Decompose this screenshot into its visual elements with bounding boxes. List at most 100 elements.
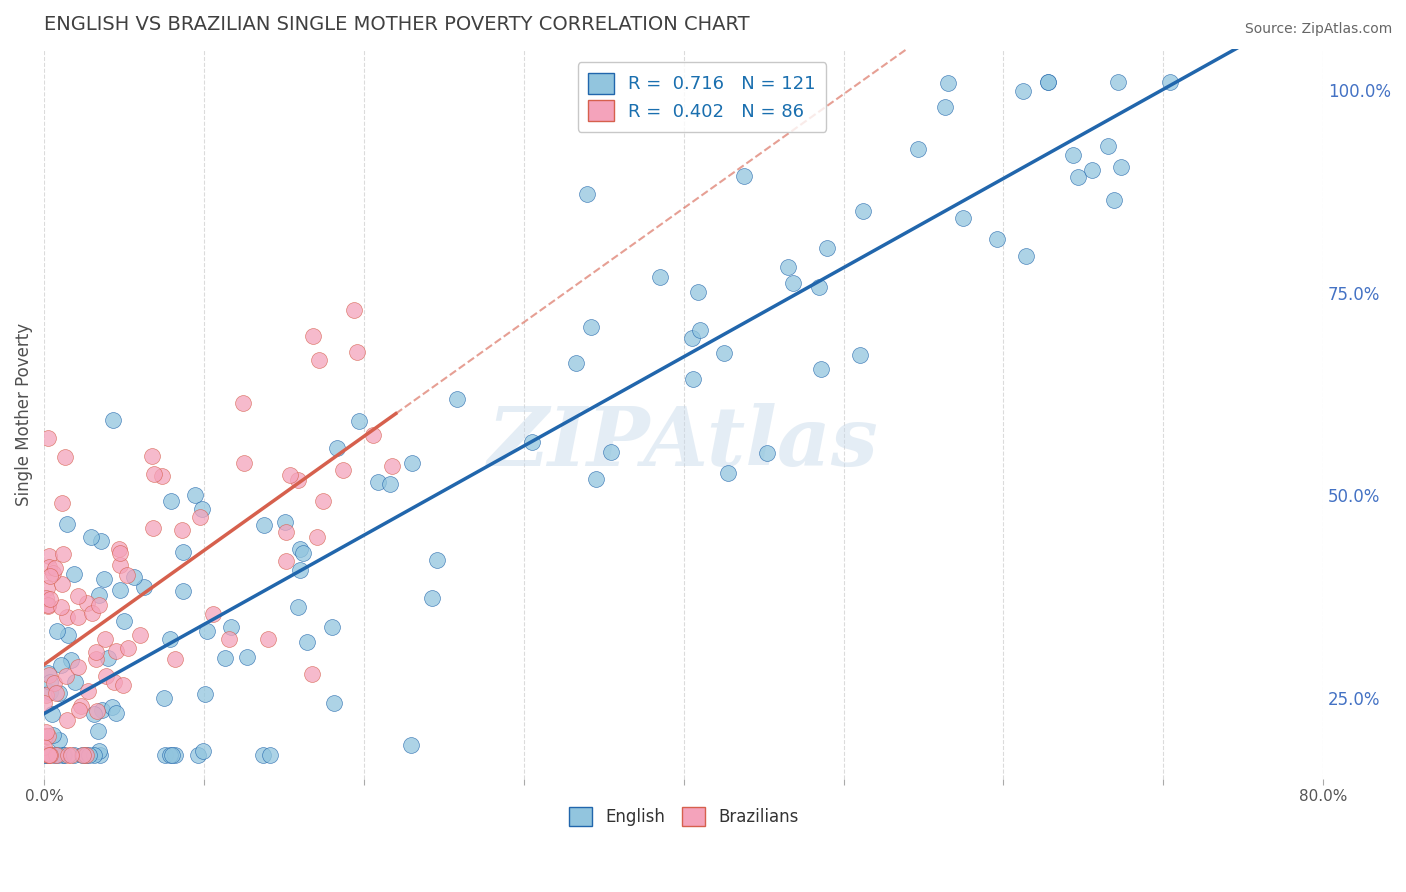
Point: [907, 142, 929, 156]
Point: [37, 666, 59, 681]
Point: [129, 628, 152, 642]
Point: [117, 640, 139, 655]
Point: [1081, 162, 1104, 177]
Point: [37, 599, 59, 614]
Point: [343, 303, 366, 318]
Point: [311, 493, 333, 508]
Point: [66, 609, 89, 624]
Point: [274, 553, 297, 567]
Point: [236, 649, 259, 664]
Point: [75, 747, 97, 762]
Point: [112, 678, 135, 692]
Point: [782, 276, 804, 290]
Point: [34, 591, 56, 606]
Point: [361, 427, 384, 442]
Point: [202, 607, 225, 621]
Point: [815, 242, 838, 256]
Point: [716, 467, 738, 481]
Point: [160, 493, 183, 508]
Legend: English, Brazilians: English, Brazilians: [558, 797, 808, 836]
Point: [72, 747, 94, 762]
Point: [165, 652, 187, 666]
Point: [108, 546, 131, 560]
Point: [93, 572, 115, 586]
Point: [94, 632, 117, 647]
Point: [37, 431, 59, 445]
Point: [59, 747, 82, 762]
Point: [288, 563, 311, 577]
Point: [72, 747, 94, 762]
Point: [80, 530, 103, 544]
Point: [101, 700, 124, 714]
Point: [172, 545, 194, 559]
Point: [585, 472, 607, 486]
Point: [347, 414, 370, 428]
Point: [79, 747, 101, 762]
Point: [193, 687, 215, 701]
Point: [104, 644, 127, 658]
Point: [142, 467, 165, 481]
Point: [38, 747, 60, 762]
Point: [422, 591, 444, 605]
Point: [108, 582, 131, 597]
Point: [49, 599, 72, 614]
Point: [35, 724, 58, 739]
Point: [934, 100, 956, 114]
Point: [90, 534, 112, 549]
Point: [41, 707, 63, 722]
Point: [134, 580, 156, 594]
Point: [37, 747, 59, 762]
Point: [86, 704, 108, 718]
Point: [56, 747, 79, 762]
Point: [58, 628, 80, 642]
Point: [259, 747, 281, 762]
Point: [55, 668, 77, 682]
Point: [425, 553, 447, 567]
Point: [34, 740, 56, 755]
Point: [288, 541, 311, 556]
Point: [172, 583, 194, 598]
Point: [165, 747, 187, 762]
Point: [42, 675, 65, 690]
Point: [852, 204, 875, 219]
Point: [51, 576, 73, 591]
Point: [1159, 75, 1181, 89]
Point: [55, 610, 77, 624]
Point: [184, 488, 207, 502]
Point: [274, 525, 297, 540]
Point: [35, 581, 58, 595]
Point: [565, 356, 588, 370]
Point: [172, 523, 194, 537]
Point: [34, 729, 56, 743]
Point: [34, 747, 56, 762]
Point: [522, 434, 544, 449]
Point: [332, 463, 354, 477]
Point: [952, 211, 974, 225]
Point: [55, 517, 77, 532]
Point: [287, 600, 309, 615]
Point: [75, 747, 97, 762]
Point: [1104, 194, 1126, 208]
Point: [60, 653, 83, 667]
Point: [1062, 147, 1084, 161]
Point: [301, 666, 323, 681]
Y-axis label: Single Mother Poverty: Single Mother Poverty: [15, 323, 32, 506]
Point: [34, 747, 56, 762]
Text: ENGLISH VS BRAZILIAN SINGLE MOTHER POVERTY CORRELATION CHART: ENGLISH VS BRAZILIAN SINGLE MOTHER POVER…: [44, 15, 749, 34]
Point: [378, 476, 401, 491]
Point: [67, 703, 90, 717]
Point: [39, 569, 62, 583]
Point: [91, 703, 114, 717]
Point: [87, 588, 110, 602]
Point: [1107, 75, 1129, 89]
Point: [52, 547, 75, 561]
Point: [38, 668, 60, 682]
Point: [326, 441, 349, 455]
Point: [274, 516, 297, 530]
Point: [56, 713, 79, 727]
Point: [45, 686, 67, 700]
Point: [32, 696, 55, 710]
Point: [46, 624, 69, 638]
Point: [1036, 75, 1059, 89]
Point: [1036, 75, 1059, 89]
